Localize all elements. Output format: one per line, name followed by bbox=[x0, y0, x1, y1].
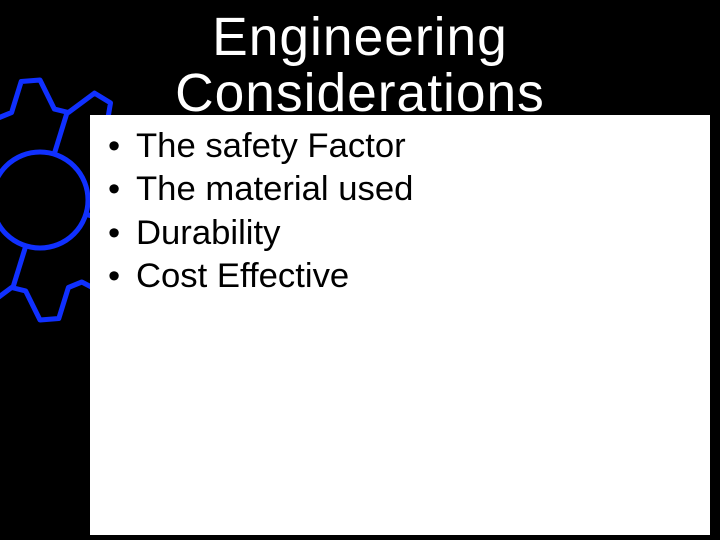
bullet-marker: • bbox=[108, 255, 136, 298]
content-panel: •The safety Factor•The material used•Dur… bbox=[90, 115, 710, 535]
list-item: •The safety Factor bbox=[108, 125, 413, 168]
bullet-text: Cost Effective bbox=[136, 255, 349, 298]
bullet-text: The safety Factor bbox=[136, 125, 406, 168]
slide-title: EngineeringConsiderations bbox=[0, 10, 720, 122]
bullet-marker: • bbox=[108, 212, 136, 255]
list-item: •Durability bbox=[108, 212, 413, 255]
list-item: •The material used bbox=[108, 168, 413, 211]
list-item: •Cost Effective bbox=[108, 255, 413, 298]
bullet-text: Durability bbox=[136, 212, 280, 255]
bullet-list: •The safety Factor•The material used•Dur… bbox=[108, 125, 413, 298]
bullet-text: The material used bbox=[136, 168, 413, 211]
bullet-marker: • bbox=[108, 125, 136, 168]
bullet-marker: • bbox=[108, 168, 136, 211]
